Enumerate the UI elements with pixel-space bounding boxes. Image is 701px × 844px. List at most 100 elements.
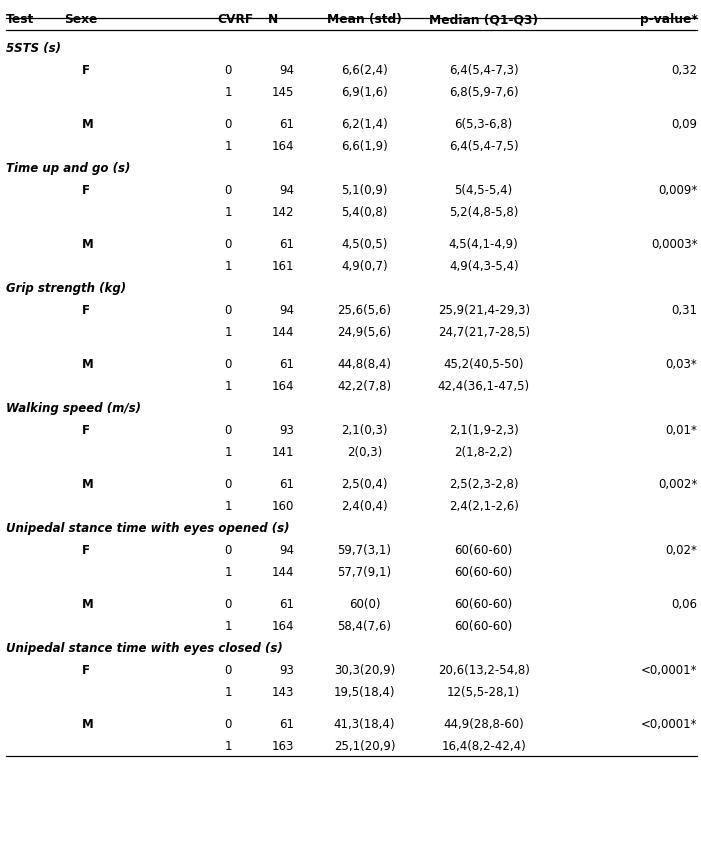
Text: 0: 0	[224, 358, 232, 371]
Text: 44,9(28,8-60): 44,9(28,8-60)	[443, 717, 524, 730]
Text: Time up and go (s): Time up and go (s)	[6, 162, 130, 175]
Text: 6,8(5,9-7,6): 6,8(5,9-7,6)	[449, 86, 519, 99]
Text: 60(60-60): 60(60-60)	[454, 598, 513, 610]
Text: 1: 1	[224, 86, 232, 99]
Text: 61: 61	[280, 598, 294, 610]
Text: 5(4,5-5,4): 5(4,5-5,4)	[454, 184, 513, 197]
Text: 164: 164	[272, 619, 294, 632]
Text: 6,6(2,4): 6,6(2,4)	[341, 64, 388, 77]
Text: p-value*: p-value*	[639, 14, 697, 26]
Text: 164: 164	[272, 140, 294, 153]
Text: 24,7(21,7-28,5): 24,7(21,7-28,5)	[437, 326, 530, 338]
Text: 0,01*: 0,01*	[666, 424, 697, 436]
Text: Sexe: Sexe	[64, 14, 98, 26]
Text: F: F	[82, 424, 90, 436]
Text: 0: 0	[224, 598, 232, 610]
Text: F: F	[82, 544, 90, 556]
Text: 0,06: 0,06	[672, 598, 697, 610]
Text: 44,8(8,4): 44,8(8,4)	[337, 358, 392, 371]
Text: 94: 94	[280, 64, 294, 77]
Text: Unipedal stance time with eyes closed (s): Unipedal stance time with eyes closed (s…	[6, 641, 283, 654]
Text: 6,2(1,4): 6,2(1,4)	[341, 118, 388, 131]
Text: Test: Test	[6, 14, 34, 26]
Text: 164: 164	[272, 380, 294, 392]
Text: 142: 142	[272, 206, 294, 219]
Text: 19,5(18,4): 19,5(18,4)	[334, 685, 395, 698]
Text: 2,1(0,3): 2,1(0,3)	[341, 424, 388, 436]
Text: F: F	[82, 304, 90, 316]
Text: 0: 0	[224, 238, 232, 251]
Text: 42,4(36,1-47,5): 42,4(36,1-47,5)	[437, 380, 530, 392]
Text: 0,03*: 0,03*	[666, 358, 697, 371]
Text: 61: 61	[280, 478, 294, 490]
Text: 4,5(4,1-4,9): 4,5(4,1-4,9)	[449, 238, 519, 251]
Text: CVRF: CVRF	[217, 14, 254, 26]
Text: 0: 0	[224, 304, 232, 316]
Text: M: M	[82, 238, 94, 251]
Text: F: F	[82, 663, 90, 676]
Text: 0: 0	[224, 478, 232, 490]
Text: M: M	[82, 717, 94, 730]
Text: 12(5,5-28,1): 12(5,5-28,1)	[447, 685, 520, 698]
Text: 0,09: 0,09	[672, 118, 697, 131]
Text: 6,4(5,4-7,3): 6,4(5,4-7,3)	[449, 64, 519, 77]
Text: 2,1(1,9-2,3): 2,1(1,9-2,3)	[449, 424, 519, 436]
Text: 5,1(0,9): 5,1(0,9)	[341, 184, 388, 197]
Text: 0,32: 0,32	[672, 64, 697, 77]
Text: M: M	[82, 598, 94, 610]
Text: 93: 93	[280, 663, 294, 676]
Text: 61: 61	[280, 717, 294, 730]
Text: 1: 1	[224, 260, 232, 273]
Text: Mean (std): Mean (std)	[327, 14, 402, 26]
Text: 25,6(5,6): 25,6(5,6)	[337, 304, 392, 316]
Text: 144: 144	[272, 326, 294, 338]
Text: 144: 144	[272, 565, 294, 578]
Text: 20,6(13,2-54,8): 20,6(13,2-54,8)	[437, 663, 530, 676]
Text: 61: 61	[280, 238, 294, 251]
Text: 6(5,3-6,8): 6(5,3-6,8)	[454, 118, 513, 131]
Text: 1: 1	[224, 619, 232, 632]
Text: 5STS (s): 5STS (s)	[6, 42, 60, 55]
Text: 1: 1	[224, 206, 232, 219]
Text: 94: 94	[280, 184, 294, 197]
Text: 141: 141	[272, 446, 294, 458]
Text: 94: 94	[280, 304, 294, 316]
Text: 4,9(0,7): 4,9(0,7)	[341, 260, 388, 273]
Text: 25,9(21,4-29,3): 25,9(21,4-29,3)	[437, 304, 530, 316]
Text: 1: 1	[224, 685, 232, 698]
Text: 58,4(7,6): 58,4(7,6)	[337, 619, 392, 632]
Text: Grip strength (kg): Grip strength (kg)	[6, 282, 125, 295]
Text: F: F	[82, 184, 90, 197]
Text: Unipedal stance time with eyes opened (s): Unipedal stance time with eyes opened (s…	[6, 522, 289, 534]
Text: 1: 1	[224, 739, 232, 752]
Text: 0: 0	[224, 544, 232, 556]
Text: 0: 0	[224, 118, 232, 131]
Text: 4,5(0,5): 4,5(0,5)	[341, 238, 388, 251]
Text: 2,4(0,4): 2,4(0,4)	[341, 500, 388, 512]
Text: 143: 143	[272, 685, 294, 698]
Text: Median (Q1-Q3): Median (Q1-Q3)	[429, 14, 538, 26]
Text: 93: 93	[280, 424, 294, 436]
Text: 24,9(5,6): 24,9(5,6)	[337, 326, 392, 338]
Text: 6,6(1,9): 6,6(1,9)	[341, 140, 388, 153]
Text: 60(60-60): 60(60-60)	[454, 565, 513, 578]
Text: 1: 1	[224, 565, 232, 578]
Text: 0,0003*: 0,0003*	[651, 238, 697, 251]
Text: 1: 1	[224, 446, 232, 458]
Text: 61: 61	[280, 358, 294, 371]
Text: 61: 61	[280, 118, 294, 131]
Text: <0,0001*: <0,0001*	[641, 663, 697, 676]
Text: 0: 0	[224, 184, 232, 197]
Text: M: M	[82, 478, 94, 490]
Text: 60(60-60): 60(60-60)	[454, 619, 513, 632]
Text: 60(60-60): 60(60-60)	[454, 544, 513, 556]
Text: 6,4(5,4-7,5): 6,4(5,4-7,5)	[449, 140, 519, 153]
Text: <0,0001*: <0,0001*	[641, 717, 697, 730]
Text: 2,5(0,4): 2,5(0,4)	[341, 478, 388, 490]
Text: 60(0): 60(0)	[349, 598, 380, 610]
Text: 41,3(18,4): 41,3(18,4)	[334, 717, 395, 730]
Text: 0: 0	[224, 64, 232, 77]
Text: F: F	[82, 64, 90, 77]
Text: M: M	[82, 358, 94, 371]
Text: 163: 163	[272, 739, 294, 752]
